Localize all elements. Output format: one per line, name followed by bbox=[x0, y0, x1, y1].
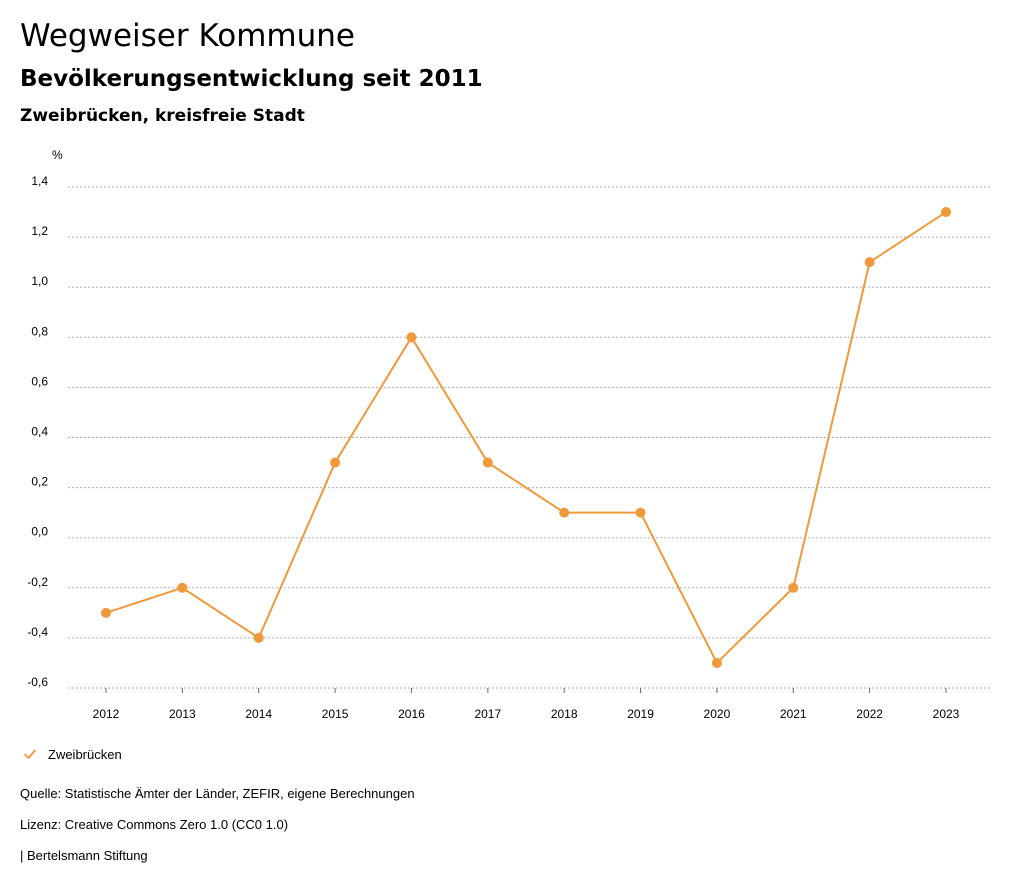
data-point[interactable] bbox=[559, 507, 570, 518]
y-axis-ticks: 1,4 1,2 1,0 0,8 0,6 0,4 0,2 0,0 -0,2 -0,4 -0,6 bbox=[27, 174, 48, 689]
y-tick-label: -0,4 bbox=[27, 625, 48, 639]
y-tick-label: 0,6 bbox=[31, 374, 48, 388]
y-tick-label: 1,0 bbox=[31, 274, 48, 288]
x-tick-label: 2018 bbox=[551, 707, 578, 721]
y-axis-unit-label: % bbox=[52, 148, 63, 162]
x-tick-label: 2020 bbox=[704, 707, 731, 721]
chart-title: Wegweiser Kommune bbox=[20, 18, 355, 54]
x-tick-label: 2017 bbox=[474, 707, 501, 721]
y-tick-label: -0,6 bbox=[27, 675, 48, 689]
data-point[interactable] bbox=[406, 332, 417, 343]
x-tick-label: 2019 bbox=[627, 707, 654, 721]
y-tick-label: 0,0 bbox=[31, 525, 48, 539]
x-tick-label: 2015 bbox=[322, 707, 349, 721]
x-tick-label: 2013 bbox=[169, 707, 196, 721]
series-point-layer bbox=[101, 207, 951, 668]
x-tick-label: 2022 bbox=[856, 707, 883, 721]
y-tick-label: -0,2 bbox=[27, 575, 48, 589]
y-tick-label: 0,4 bbox=[31, 425, 48, 439]
x-tick-label: 2021 bbox=[780, 707, 807, 721]
chart-subtitle: Bevölkerungsentwicklung seit 2011 bbox=[20, 66, 483, 92]
data-point[interactable] bbox=[864, 257, 875, 268]
data-point[interactable] bbox=[482, 457, 493, 468]
legend[interactable]: Zweibrücken bbox=[20, 744, 122, 764]
x-tick-label: 2012 bbox=[93, 707, 120, 721]
data-point[interactable] bbox=[253, 632, 264, 643]
grid-lines bbox=[68, 186, 990, 689]
x-tick-label: 2016 bbox=[398, 707, 425, 721]
x-tick-label: 2014 bbox=[245, 707, 272, 721]
data-point[interactable] bbox=[788, 582, 799, 593]
data-point[interactable] bbox=[635, 507, 646, 518]
series-line-layer bbox=[105, 211, 947, 664]
data-point[interactable] bbox=[330, 457, 341, 468]
data-point[interactable] bbox=[177, 582, 188, 593]
data-point[interactable] bbox=[101, 607, 111, 618]
series-line-zweibruecken bbox=[105, 211, 947, 664]
publisher-note: | Bertelsmann Stiftung bbox=[20, 848, 148, 863]
source-note: Quelle: Statistische Ämter der Länder, Z… bbox=[20, 786, 415, 801]
y-tick-label: 0,8 bbox=[31, 324, 48, 338]
x-axis-ticks: 2012 2013 2014 2015 2016 2017 2018 2019 2020 2021… bbox=[93, 688, 960, 721]
y-tick-label: 0,2 bbox=[31, 475, 48, 489]
data-point[interactable] bbox=[941, 207, 951, 218]
data-point[interactable] bbox=[711, 657, 722, 668]
legend-label: Zweibrücken bbox=[48, 746, 122, 762]
x-tick-label: 2023 bbox=[933, 707, 960, 721]
y-tick-label: 1,2 bbox=[31, 224, 48, 238]
y-tick-label: 1,4 bbox=[31, 174, 48, 188]
line-chart: % 1,4 1,2 1,0 0,8 0,6 0,4 0,2 0,0 -0,2 -0,4 -0,6 2… bbox=[27, 148, 990, 721]
check-icon bbox=[24, 749, 36, 759]
region-label: Zweibrücken, kreisfreie Stadt bbox=[20, 106, 305, 126]
license-note: Lizenz: Creative Commons Zero 1.0 (CC0 1… bbox=[20, 817, 289, 832]
